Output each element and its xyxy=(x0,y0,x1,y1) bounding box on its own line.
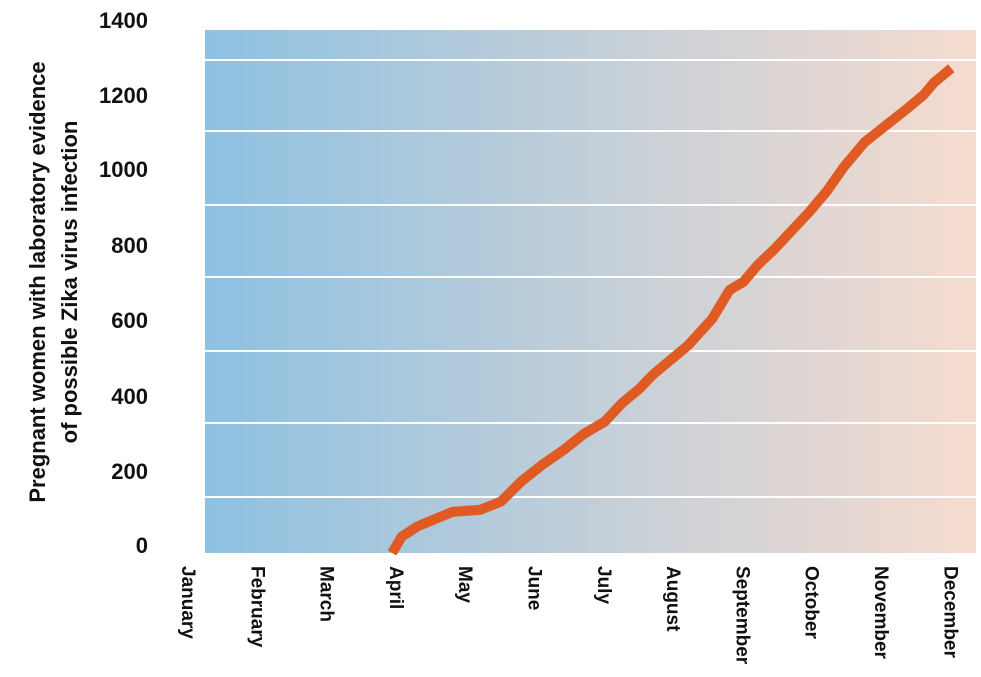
series-layer xyxy=(387,64,955,556)
x-tick-label: February xyxy=(246,566,267,648)
y-tick-label: 0 xyxy=(136,533,148,558)
y-axis-title-line-2: of possible Zika virus infection xyxy=(57,121,82,444)
x-tick-label: September xyxy=(731,566,752,665)
x-tick-label: March xyxy=(316,566,337,622)
x-tick-label: October xyxy=(801,566,822,639)
x-tick-label: April xyxy=(385,566,406,609)
y-tick-label: 1200 xyxy=(99,83,148,108)
y-tick-label: 200 xyxy=(111,459,148,484)
x-tick-label: December xyxy=(939,566,960,658)
y-tick-label: 600 xyxy=(111,308,148,333)
x-tick-label: August xyxy=(662,566,683,632)
x-tick-label: November xyxy=(870,566,891,660)
y-tick-label: 1000 xyxy=(99,157,148,182)
plot-background xyxy=(205,30,976,553)
x-tick-label: January xyxy=(177,566,198,639)
x-tick-label: June xyxy=(524,566,545,610)
x-axis-ticks: January February March April May June July Augu… xyxy=(177,566,960,665)
series-line xyxy=(387,64,955,556)
y-tick-label: 800 xyxy=(111,233,148,258)
y-tick-label: 1400 xyxy=(99,8,148,33)
x-tick-label: July xyxy=(593,566,614,604)
gridlines xyxy=(205,59,976,498)
y-axis-ticks: 0 200 400 600 800 1000 1200 1400 xyxy=(99,8,148,558)
y-axis-title-line-1: Pregnant women with laboratory evidence xyxy=(25,61,50,502)
y-tick-label: 400 xyxy=(111,384,148,409)
x-tick-label: May xyxy=(454,566,475,603)
